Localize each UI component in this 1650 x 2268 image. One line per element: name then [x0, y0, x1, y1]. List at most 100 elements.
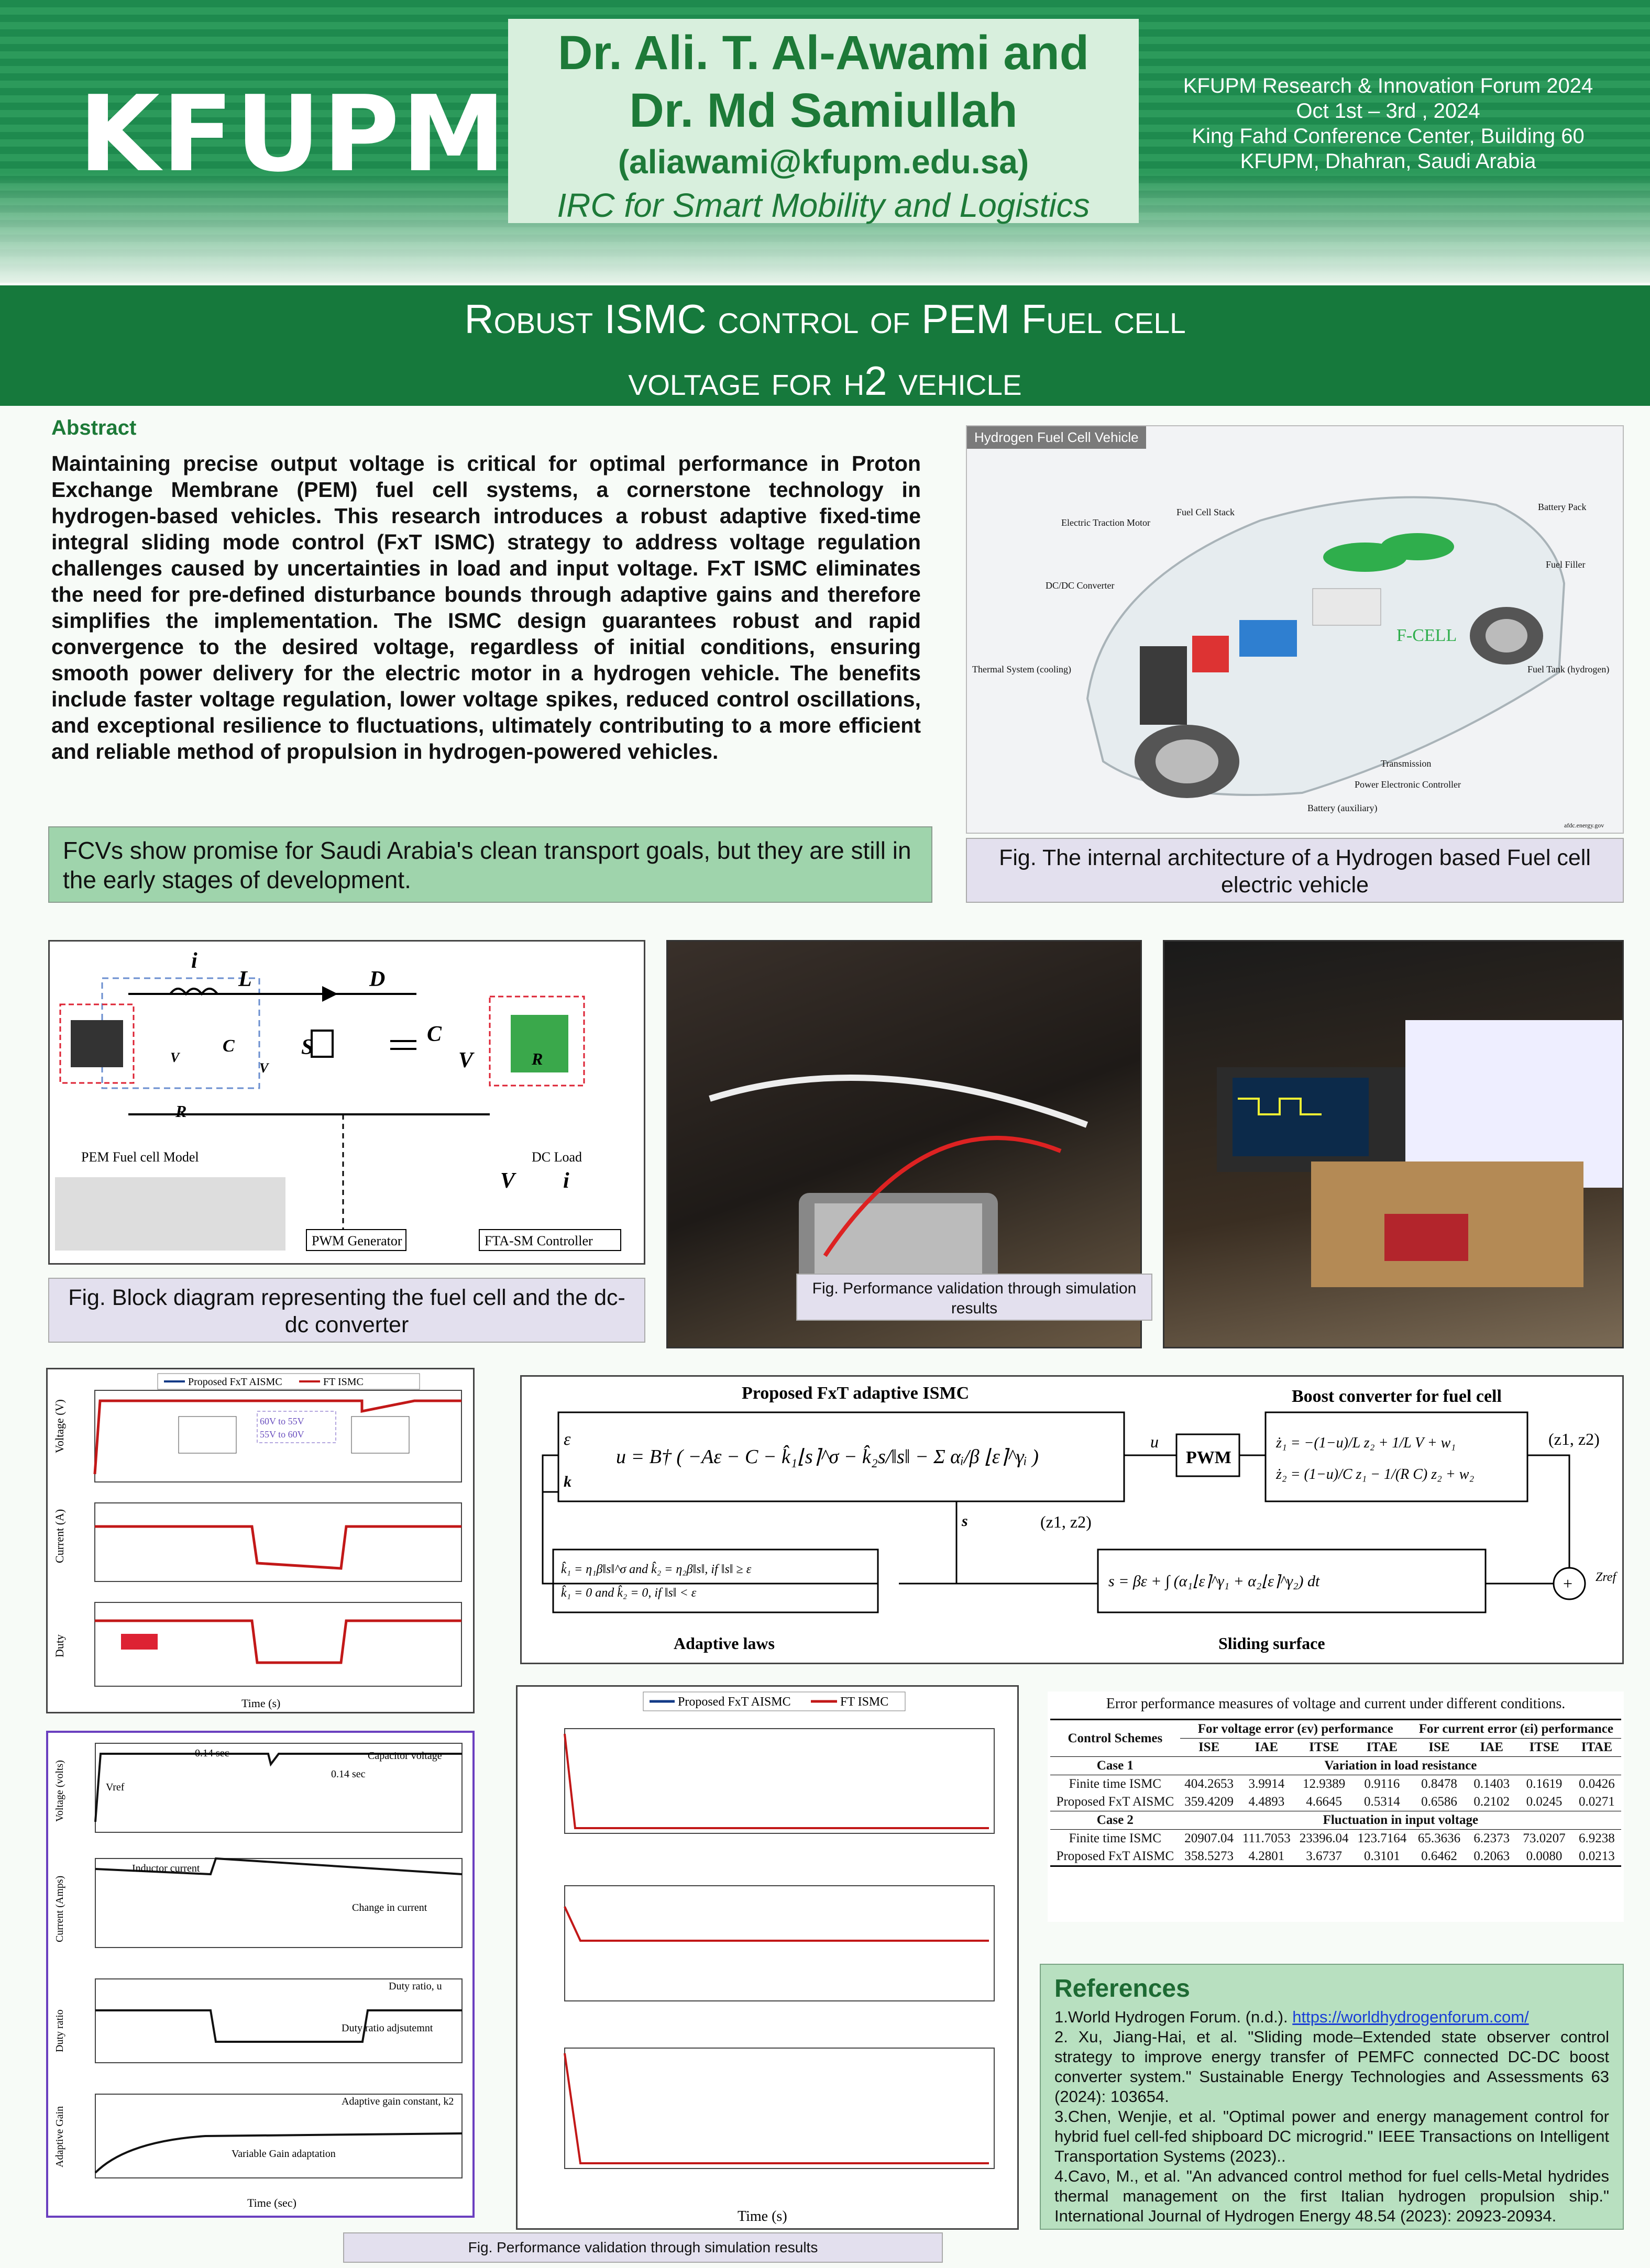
label-D: D — [369, 967, 385, 991]
case2-label: Case 2 — [1096, 1813, 1134, 1827]
cell: 0.0213 — [1579, 1849, 1615, 1863]
svg-text:ż₁ = −(1−u)/L z₂ + 1/L V + w₁: ż₁ = −(1−u)/L z₂ + 1/L V + w₁ — [1275, 1435, 1456, 1451]
author-org: IRC for Smart Mobility and Logistics — [557, 186, 1090, 224]
reference-2: 2. Xu, Jiang-Hai, et al. "Sliding mode–E… — [1054, 2028, 1609, 2106]
sim2-annot-vref: Vref — [106, 1782, 125, 1793]
svg-text:u = B† ( −Aε − C − k̂₁⌊s⌉^σ −: u = B† ( −Aε − C − k̂₁⌊s⌉^σ − k̂₂s/‖s‖ −… — [616, 1445, 1039, 1468]
sim2-ylabel-3: Duty ratio — [54, 2009, 65, 2052]
sim3-legend-2: FT ISMC — [840, 1695, 888, 1709]
sim3-xlabel: Time (s) — [738, 2208, 787, 2225]
cell: 0.0080 — [1526, 1849, 1563, 1863]
reference-1-link[interactable]: https://worldhydrogenforum.com/ — [1292, 2008, 1529, 2026]
photo-caption: Fig. Performance validation through simu… — [796, 1274, 1152, 1321]
control-title-1: Proposed FxT adaptive ISMC — [742, 1384, 969, 1403]
cell: 123.7164 — [1357, 1831, 1407, 1845]
cell: 0.5314 — [1363, 1795, 1400, 1809]
cell: 20907.04 — [1184, 1831, 1234, 1845]
cell: 3.9914 — [1248, 1777, 1285, 1791]
cell: 359.4209 — [1184, 1795, 1234, 1809]
sim-plot-2: Capacitor voltage Inductor current Duty … — [46, 1731, 475, 2218]
cell: 0.0245 — [1526, 1795, 1563, 1809]
table-title: Error performance measures of voltage an… — [1106, 1696, 1566, 1712]
label-traction-motor: Electric Traction Motor — [1061, 517, 1150, 528]
cell: 6.9238 — [1579, 1831, 1615, 1845]
vehicle-caption: Fig. The internal architecture of a Hydr… — [966, 838, 1624, 903]
table-row: Proposed FxT AISMC 358.5273 4.2801 3.6737 0.… — [1050, 1847, 1621, 1866]
table-row: Finite time ISMC 404.2653 3.9914 12.9389 0.9… — [1050, 1775, 1621, 1794]
cell: Proposed FxT AISMC — [1056, 1849, 1174, 1863]
label-Cf: C — [223, 1036, 235, 1056]
vehicle-tag: Hydrogen Fuel Cell Vehicle — [967, 426, 1146, 449]
cell: 73.0207 — [1523, 1831, 1566, 1845]
label-battery-pack: Battery Pack — [1538, 502, 1586, 512]
label-thermal: Thermal System (cooling) — [972, 664, 1071, 675]
circuit-caption: Fig. Block diagram representing the fuel… — [48, 1278, 645, 1343]
label-vpemfc: V — [259, 1060, 270, 1076]
label-Rc: R — [175, 1102, 186, 1121]
cell: 0.1403 — [1473, 1777, 1510, 1791]
th-col: IAE — [1255, 1740, 1279, 1754]
cell: 0.1619 — [1526, 1777, 1563, 1791]
sim1-legend-1: Proposed FxT AISMC — [188, 1376, 282, 1388]
sim1-ylabel-current: Current (A) — [53, 1509, 66, 1563]
label-S: S — [301, 1035, 313, 1059]
control-pwm: PWM — [1186, 1448, 1231, 1467]
th-current: For current error (εi) performance — [1418, 1722, 1613, 1736]
reference-1: 1.World Hydrogen Forum. (n.d.). https://… — [1054, 2007, 1609, 2027]
cell: 0.0271 — [1579, 1795, 1615, 1809]
table-row: Proposed FxT AISMC 359.4209 4.4893 4.6645 0.… — [1050, 1793, 1621, 1811]
author-email: (aliawami@kfupm.edu.sa) — [618, 143, 1029, 181]
table-row: Finite time ISMC 20907.04 111.7053 23396.04… — [1050, 1830, 1621, 1848]
label-pem-model: PEM Fuel cell Model — [81, 1149, 199, 1165]
cell: 3.6737 — [1306, 1849, 1342, 1863]
label-dc-load: DC Load — [532, 1149, 582, 1165]
label-vfc: V — [170, 1050, 181, 1065]
sim1-annot-2: 55V to 60V — [260, 1429, 304, 1440]
cell: 4.2801 — [1248, 1849, 1285, 1863]
control-z: (z1, z2) — [1548, 1430, 1600, 1448]
circuit-diagram: i L D C S C V R V V R V i PEM Fuel cell … — [48, 940, 645, 1265]
reference-4: 4.Cavo, M., et al. "An advanced control … — [1054, 2167, 1609, 2225]
author-line-2: Dr. Md Samiullah — [629, 84, 1018, 137]
title-bar: Robust ISMC control of PEM Fuel cell vol… — [0, 285, 1650, 406]
control-z-2: (z1, z2) — [1040, 1512, 1092, 1531]
sim1-annot-1: 60V to 55V — [260, 1416, 304, 1426]
references-box: References 1.World Hydrogen Forum. (n.d.… — [1040, 1964, 1624, 2230]
sim-plot-1: Proposed FxT AISMC FT ISMC 60V to 55V 55… — [46, 1368, 475, 1713]
forum-line-2: Oct 1st – 3rd , 2024 — [1296, 99, 1480, 123]
sim3-legend-1: Proposed FxT AISMC — [678, 1695, 791, 1709]
th-schemes: Control Schemes — [1068, 1731, 1163, 1745]
label-Vo: V — [458, 1048, 475, 1072]
sim1-xlabel: Time (s) — [241, 1697, 280, 1710]
reference-3: 3.Chen, Wenjie, et al. "Optimal power an… — [1054, 2107, 1609, 2165]
cell: 0.3101 — [1363, 1849, 1400, 1863]
th-col: ITAE — [1581, 1740, 1613, 1754]
cell: 0.6462 — [1421, 1849, 1457, 1863]
cell: 4.4893 — [1248, 1795, 1285, 1809]
th-col: ITAE — [1366, 1740, 1398, 1754]
label-L: L — [238, 967, 252, 991]
control-diagram: Proposed FxT adaptive ISMC Boost convert… — [520, 1375, 1624, 1664]
forum-line-3: King Fahd Conference Center, Building 60 — [1192, 125, 1585, 148]
sim2-ylabel-4: Adaptive Gain — [54, 2106, 65, 2167]
label-dcdc: DC/DC Converter — [1046, 580, 1114, 591]
fcv-note: FCVs show promise for Saudi Arabia's cle… — [48, 826, 932, 903]
svg-text:k̂₁ = η₁β‖s‖^σ and k̂₂ = η₂β‖s: k̂₁ = η₁β‖s‖^σ and k̂₂ = η₂β‖s‖, if ‖s‖ … — [561, 1562, 752, 1576]
kfupm-logo: KFUPM — [79, 73, 508, 195]
sim2-annot-3: Change in current — [352, 1902, 427, 1913]
cell: 0.2102 — [1473, 1795, 1510, 1809]
th-col: ITSE — [1309, 1740, 1339, 1754]
th-col: ITSE — [1529, 1740, 1559, 1754]
sim-plot-3: Proposed FxT AISMC FT ISMC Time (s) — [516, 1685, 1019, 2230]
label-battery-aux: Battery (auxiliary) — [1307, 803, 1377, 814]
control-zref: Zref — [1596, 1570, 1618, 1584]
lab-photo-oscilloscope — [1163, 940, 1625, 1348]
svg-text:+: + — [1563, 1574, 1572, 1593]
control-k: k — [564, 1473, 571, 1490]
sim2-annot-5: Variable Gain adaptation — [232, 2148, 336, 2160]
th-col: ISE — [1428, 1740, 1450, 1754]
th-voltage: For voltage error (εv) performance — [1197, 1722, 1393, 1736]
forum-line-1: KFUPM Research & Innovation Forum 2024 — [1183, 74, 1593, 97]
control-eps: ε — [564, 1430, 571, 1449]
sim2-ylabel-1: Voltage (volts) — [54, 1760, 65, 1822]
